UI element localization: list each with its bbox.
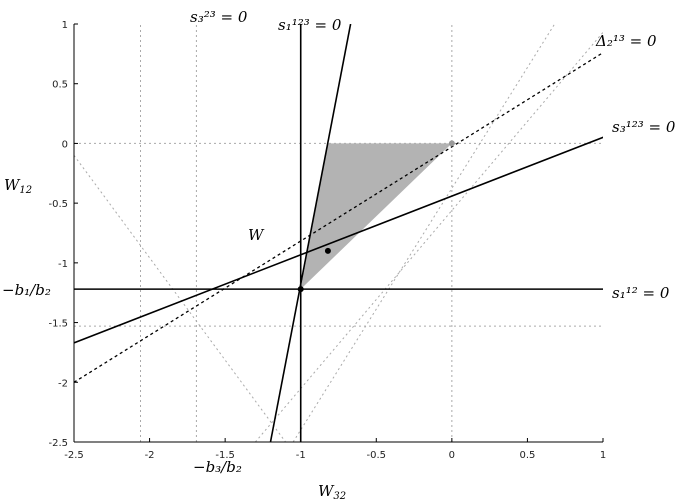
series-label-delta2-13: Δ₂¹³ = 0 <box>595 32 657 50</box>
x-axis-label: W32 <box>318 482 346 502</box>
guide-line-6 <box>254 32 603 442</box>
guide-line-5 <box>74 155 287 442</box>
x-tick-label: -1 <box>296 450 306 461</box>
series-line-2 <box>269 24 352 442</box>
markers <box>297 140 455 293</box>
x-tick-label: -0.5 <box>367 450 387 461</box>
x-tick-label: -2 <box>145 450 155 461</box>
x-tick-label: -1.5 <box>215 450 235 461</box>
y-tick-labels: 1 0.5 0 -0.5 -1 -1.5 -2 -2.5 <box>48 20 78 449</box>
x-special-label: −b₃/b₂ <box>193 458 242 476</box>
x-tick-labels: -2.5 -2 -1.5 -1 -0.5 0 0.5 1 <box>64 438 606 461</box>
constraint-lines <box>74 24 603 442</box>
x-tick-label: 0.5 <box>519 450 535 461</box>
series-line-3 <box>74 136 603 344</box>
point-label: W <box>248 226 265 244</box>
series-label-s3-23: s₃²³ = 0 <box>190 8 248 26</box>
series-label-s1-123: s₁¹²³ = 0 <box>278 16 342 34</box>
y-tick-label: -0.5 <box>48 199 68 210</box>
series-label-s3-123: s₃¹²³ = 0 <box>612 118 676 136</box>
feasible-region <box>300 143 452 290</box>
y-tick-label: -1 <box>58 259 68 270</box>
x-tick-label: 0 <box>449 450 455 461</box>
point-w-marker <box>324 247 331 254</box>
series-label-s1-12: s₁¹² = 0 <box>612 284 670 302</box>
intersection-marker <box>297 286 304 293</box>
y-tick-label: 0.5 <box>52 80 68 91</box>
series-line-4 <box>74 52 603 383</box>
guide-lines <box>74 24 603 442</box>
shaded-region <box>300 143 452 290</box>
y-tick-label: -2 <box>58 378 68 389</box>
axes <box>73 24 603 443</box>
x-tick-label: 1 <box>600 450 606 461</box>
guide-line-7 <box>292 24 556 442</box>
y-tick-label: -1.5 <box>48 319 68 330</box>
y-tick-label: 1 <box>62 20 68 31</box>
y-tick-label: 0 <box>62 139 68 150</box>
y-special-label: −b₁/b₂ <box>2 281 51 299</box>
x-tick-label: -2.5 <box>64 450 84 461</box>
origin-marker <box>448 140 455 147</box>
y-axis-label: W12 <box>4 176 32 196</box>
y-tick-label: -2.5 <box>48 438 68 449</box>
